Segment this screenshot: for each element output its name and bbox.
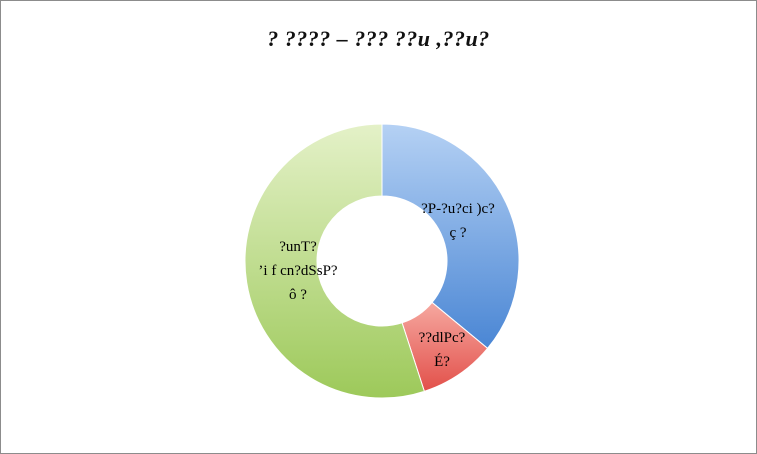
slice-label-line: ?P-?u?ci )c? — [421, 201, 495, 217]
slice-label-2: ?unT? ’i f cn?dSsP? ô ? — [258, 239, 337, 303]
slice-label-line: ?unT? — [279, 239, 317, 255]
donut-slice-0 — [381, 123, 520, 350]
chart-title: ? ???? – ??? ??u ,??u? — [267, 26, 490, 51]
slice-label-0: ?P-?u?ci )c? ç ? — [421, 201, 495, 241]
slice-label-line: ??dlPc? — [419, 330, 466, 346]
slice-label-line: ô ? — [289, 287, 307, 303]
slice-label-line: ç ? — [449, 225, 466, 241]
donut-slice-2 — [244, 123, 425, 399]
slice-label-line: ’i f cn?dSsP? — [258, 263, 337, 279]
slice-label-1: ??dlPc? É? — [419, 330, 466, 370]
slice-label-line: É? — [434, 353, 450, 370]
